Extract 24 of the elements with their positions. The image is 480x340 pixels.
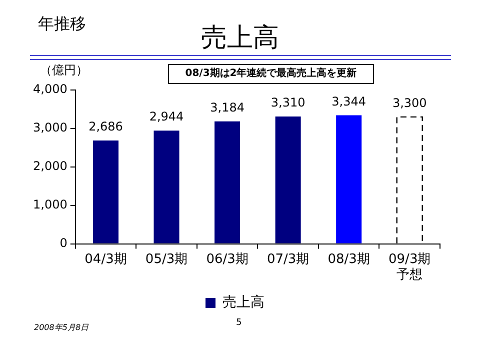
x-tick-label: 08/3期	[328, 252, 370, 267]
data-label: 2,944	[149, 110, 184, 124]
text: 年推移	[38, 14, 86, 35]
data-label: 3,184	[210, 100, 244, 114]
text: 5	[236, 318, 242, 328]
y-axis-title: （億円）	[40, 62, 88, 79]
chart-title: 売上高	[201, 23, 279, 53]
data-label: 3,300	[392, 96, 427, 110]
text: 2008年5月8日	[34, 322, 89, 333]
x-tick-label: 04/3期	[84, 252, 127, 267]
data-label: 2,686	[88, 120, 123, 134]
x-tick-label: 09/3期予想	[388, 252, 431, 283]
text: 08/3期は2年連続で最高売上高を更新	[168, 64, 374, 84]
y-tick-label: 0	[60, 236, 68, 250]
x-tick-label: 07/3期	[266, 252, 310, 267]
y-tick-label: 1,000	[32, 197, 68, 212]
y-tick-label: 2,000	[32, 159, 68, 174]
x-tick-label: 06/3期	[206, 252, 248, 267]
data-label: 3,310	[270, 96, 306, 110]
x-tick-label: 05/3期	[145, 252, 188, 267]
legend-label: 売上高	[222, 294, 264, 311]
y-tick-label: 3,000	[32, 120, 68, 135]
y-tick-label: 4,000	[32, 82, 68, 96]
data-label: 3,344	[332, 94, 366, 108]
